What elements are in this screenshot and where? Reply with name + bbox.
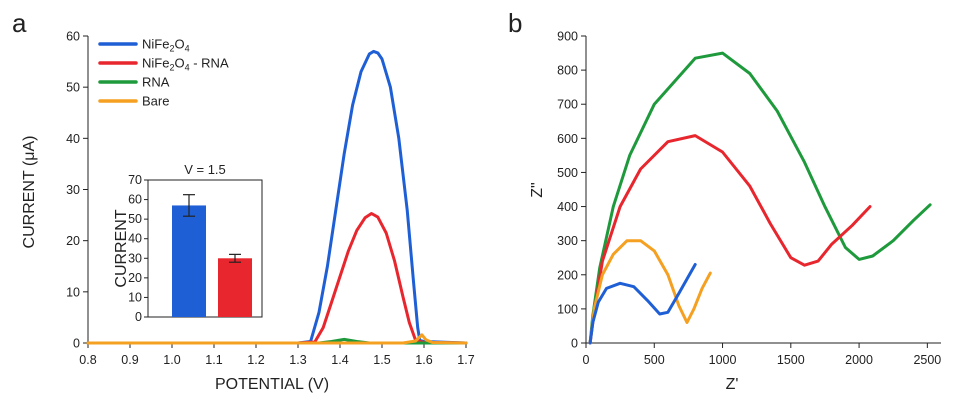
chart-b-series-line-0	[588, 51, 932, 345]
chart-b-x-tick-label: 1500	[777, 353, 805, 367]
legend-entry-0: NiFe2O4	[142, 37, 190, 54]
inset-bar-0	[172, 205, 206, 317]
chart-a-x-tick-label: 1.7	[457, 353, 474, 367]
chart-b-y-tick-label: 600	[557, 132, 578, 146]
chart-a-x-tick-label: 0.8	[79, 353, 96, 367]
inset-y-tick-label: 30	[128, 251, 142, 265]
inset-y-tick-label: 40	[128, 232, 142, 246]
chart-a-x-tick-label: 1.0	[163, 353, 180, 367]
inset-y-tick-label: 0	[135, 310, 142, 324]
panel-label-a: a	[12, 8, 27, 38]
chart-a-y-tick-label: 10	[66, 285, 80, 299]
chart-a-x-tick-label: 0.9	[121, 353, 138, 367]
inset-title: V = 1.5	[184, 162, 226, 177]
chart-a-y-tick-label: 0	[73, 337, 80, 351]
chart-a-y-tick-label: 20	[66, 234, 80, 248]
inset-y-tick-label: 10	[128, 290, 142, 304]
chart-b-y-axis-label: Z"	[529, 182, 546, 197]
chart-a-x-tick-label: 1.3	[289, 353, 306, 367]
chart-b-x-tick-label: 2000	[845, 353, 873, 367]
chart-b-y-tick-label: 800	[557, 64, 578, 78]
chart-a-y-axis-label: CURRENT (μA)	[21, 136, 38, 249]
inset-y-tick-label: 50	[128, 212, 142, 226]
chart-b-y-tick-label: 700	[557, 98, 578, 112]
inset-y-tick-label: 70	[128, 173, 142, 187]
inset-y-tick-label: 20	[128, 271, 142, 285]
chart-b-x-tick-label: 0	[583, 353, 590, 367]
chart-a-x-axis-label: POTENTIAL (V)	[215, 376, 329, 393]
chart-a-series-line-1	[86, 212, 468, 345]
legend-entry-1: NiFe2O4 - RNA	[142, 56, 229, 73]
panel-label-b: b	[508, 8, 522, 38]
inset-y-axis-label: CURRENT	[113, 209, 130, 287]
chart-a-y-tick-label: 50	[66, 81, 80, 95]
chart-b-y-tick-label: 300	[557, 234, 578, 248]
chart-b-series-line-3	[588, 263, 697, 345]
chart-b-y-tick-label: 200	[557, 268, 578, 282]
legend-entry-3: Bare	[142, 94, 169, 109]
chart-a-y-tick-label: 60	[66, 30, 80, 44]
chart-b-x-tick-label: 2500	[913, 353, 941, 367]
chart-b-y-tick-label: 400	[557, 200, 578, 214]
chart-b: 0 500 1000 1500 2000 2500 0 100 200 300 400 500 600 7…	[557, 30, 941, 368]
chart-a-series-line-3	[86, 333, 468, 345]
chart-b-y-tick-label: 100	[557, 302, 578, 316]
chart-a-series-line-0	[86, 49, 468, 345]
legend-entry-2: RNA	[142, 75, 170, 90]
chart-a-x-tick-label: 1.2	[247, 353, 264, 367]
chart-b-x-tick-label: 1000	[709, 353, 737, 367]
chart-b-x-axis-label: Z'	[726, 376, 739, 393]
chart-b-series-line-1	[588, 134, 872, 345]
chart-a-x-tick-label: 1.4	[331, 353, 348, 367]
chart-a-y-tick-label: 40	[66, 132, 80, 146]
chart-a-x-tick-label: 1.5	[373, 353, 390, 367]
chart-b-x-tick-label: 500	[644, 353, 665, 367]
chart-a-x-tick-label: 1.1	[205, 353, 222, 367]
chart-b-y-tick-label: 500	[557, 166, 578, 180]
chart-b-series-line-2	[588, 239, 712, 345]
chart-a-y-tick-label: 30	[66, 183, 80, 197]
chart-b-y-tick-label: 900	[557, 30, 578, 44]
chart-a-x-tick-label: 1.6	[415, 353, 432, 367]
inset-bar-1	[218, 258, 252, 317]
chart-b-y-tick-label: 0	[571, 337, 578, 351]
chart-a: 0.8 0.9 1.0 1.1 1.2 1.3 1.4 1.5 1.6 1.7 0 10 20 30 40 5…	[66, 30, 475, 368]
inset-y-tick-label: 60	[128, 193, 142, 207]
